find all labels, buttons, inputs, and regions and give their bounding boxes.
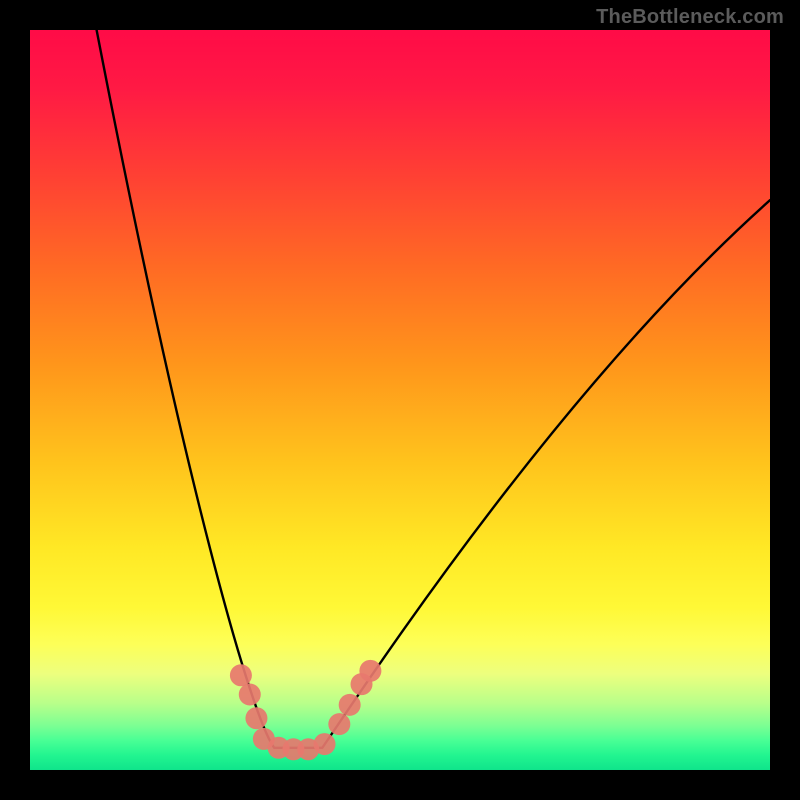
plot-area bbox=[30, 30, 770, 770]
marker-beads bbox=[230, 660, 382, 760]
chart-frame: TheBottleneck.com bbox=[0, 0, 800, 800]
marker-bead bbox=[230, 664, 252, 686]
marker-bead bbox=[328, 713, 350, 735]
bottleneck-curve bbox=[97, 30, 770, 748]
marker-bead bbox=[359, 660, 381, 682]
marker-bead bbox=[245, 707, 267, 729]
marker-bead bbox=[239, 684, 261, 706]
watermark-text: TheBottleneck.com bbox=[596, 6, 784, 29]
marker-bead bbox=[339, 694, 361, 716]
marker-bead bbox=[314, 733, 336, 755]
curve-layer bbox=[30, 30, 770, 770]
